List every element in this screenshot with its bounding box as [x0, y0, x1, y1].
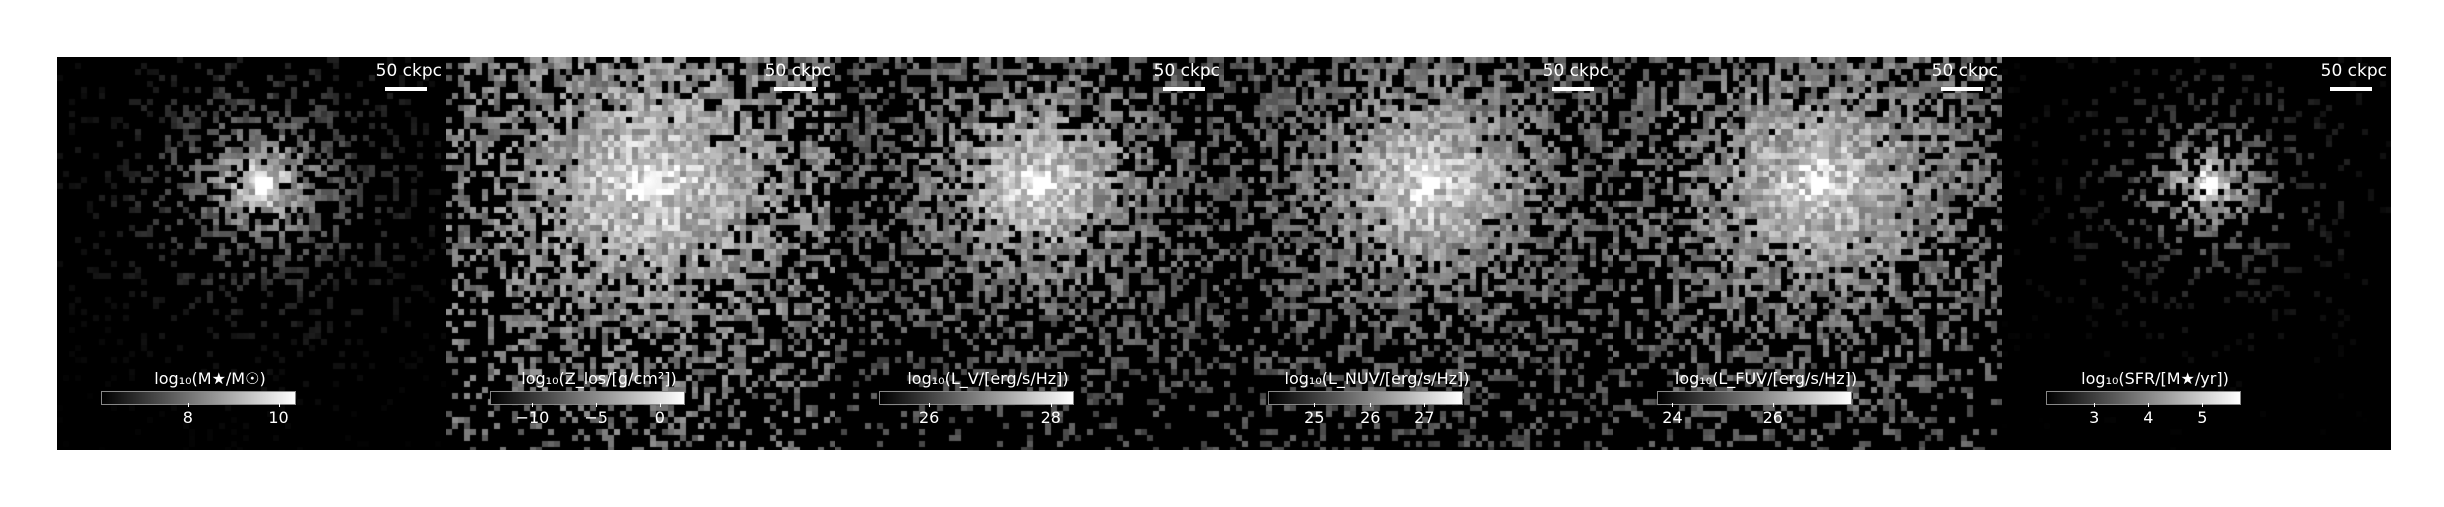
- scale-bar: [385, 87, 427, 91]
- colorbar-title: log₁₀(M★/M☉): [154, 369, 266, 388]
- colorbar-tick-label: 28: [1040, 408, 1061, 427]
- colorbar: [101, 391, 296, 405]
- colorbar-tick-mark: [929, 403, 931, 407]
- colorbar-tick-label: 25: [1304, 408, 1325, 427]
- map-panel-lv: 50 ckpc log₁₀(L_V/[erg/s/Hz]) 26 28: [835, 57, 1224, 450]
- colorbar-tick-label: 0: [654, 408, 665, 427]
- colorbar-tick-label: −5: [584, 408, 608, 427]
- colorbar-title: log₁₀(Z_los/[g/cm²]): [521, 369, 677, 388]
- map-panel-lfuv: 50 ckpc log₁₀(L_FUV/[erg/s/Hz]) 24 26: [1613, 57, 2002, 450]
- map-panel-metal: 50 ckpc log₁₀(Z_los/[g/cm²]) −10 −5 0: [446, 57, 835, 450]
- colorbar-tick-mark: [532, 403, 534, 407]
- scale-bar: [1941, 87, 1983, 91]
- scale-bar-label: 50 ckpc: [2320, 61, 2387, 81]
- colorbar-tick-mark: [278, 403, 280, 407]
- colorbar-tick-label: 27: [1414, 408, 1435, 427]
- colorbar-tick-mark: [1314, 403, 1316, 407]
- colorbar: [490, 391, 685, 405]
- colorbar-tick-mark: [1424, 403, 1426, 407]
- colorbar-tick-label: 4: [2143, 408, 2154, 427]
- colorbar-tick-mark: [596, 403, 598, 407]
- colorbar: [1268, 391, 1463, 405]
- galaxy-image-lnuv: [1224, 57, 1613, 450]
- colorbar: [879, 391, 1074, 405]
- colorbar-tick-label: 10: [268, 408, 289, 427]
- colorbar: [1657, 391, 1852, 405]
- scale-bar: [2330, 87, 2372, 91]
- galaxy-image-metal: [446, 57, 835, 450]
- colorbar-tick-mark: [2094, 403, 2096, 407]
- map-panel-lnuv: 50 ckpc log₁₀(L_NUV/[erg/s/Hz]) 25 26 27: [1224, 57, 1613, 450]
- colorbar-tick-mark: [1672, 403, 1674, 407]
- colorbar-tick-mark: [1772, 403, 1774, 407]
- colorbar-title: log₁₀(L_FUV/[erg/s/Hz]): [1674, 369, 1858, 388]
- colorbar-tick-label: 8: [182, 408, 193, 427]
- colorbar-tick-label: 26: [1762, 408, 1783, 427]
- colorbar-tick-mark: [1370, 403, 1372, 407]
- colorbar-tick-label: 26: [1360, 408, 1381, 427]
- colorbar-tick-label: 3: [2089, 408, 2100, 427]
- colorbar-title: log₁₀(L_V/[erg/s/Hz]): [907, 369, 1069, 388]
- colorbar-tick-label: 26: [918, 408, 940, 427]
- scale-bar: [774, 87, 816, 91]
- scale-bar-label: 50 ckpc: [1931, 61, 1998, 81]
- colorbar-tick-label: 5: [2197, 408, 2208, 427]
- scale-bar-label: 50 ckpc: [764, 61, 831, 81]
- galaxy-image-lfuv: [1613, 57, 2002, 450]
- galaxy-map-strip: 50 ckpc log₁₀(M★/M☉) 8 10 50 ckpc log₁₀(Z_los…: [57, 57, 2391, 450]
- colorbar-tick-mark: [187, 403, 189, 407]
- galaxy-image-mstar: [57, 57, 446, 450]
- colorbar-tick-label: 24: [1662, 408, 1683, 427]
- map-panel-mstar: 50 ckpc log₁₀(M★/M☉) 8 10: [57, 57, 446, 450]
- galaxy-image-lv: [835, 57, 1224, 450]
- colorbar-tick-mark: [2202, 403, 2204, 407]
- colorbar-tick-mark: [2148, 403, 2150, 407]
- colorbar-tick-mark: [1050, 403, 1052, 407]
- galaxy-image-sfr: [2002, 57, 2391, 450]
- colorbar-title: log₁₀(L_NUV/[erg/s/Hz]): [1284, 369, 1470, 388]
- scale-bar-label: 50 ckpc: [375, 61, 442, 81]
- colorbar: [2046, 391, 2241, 405]
- scale-bar-label: 50 ckpc: [1153, 61, 1220, 81]
- scale-bar-label: 50 ckpc: [1542, 61, 1609, 81]
- scale-bar: [1552, 87, 1594, 91]
- map-panel-sfr: 50 ckpc log₁₀(SFR/[M★/yr]) 3 4 5: [2002, 57, 2391, 450]
- scale-bar: [1163, 87, 1205, 91]
- colorbar-tick-mark: [659, 403, 661, 407]
- colorbar-tick-label: −10: [515, 408, 550, 427]
- colorbar-title: log₁₀(SFR/[M★/yr]): [2081, 369, 2229, 388]
